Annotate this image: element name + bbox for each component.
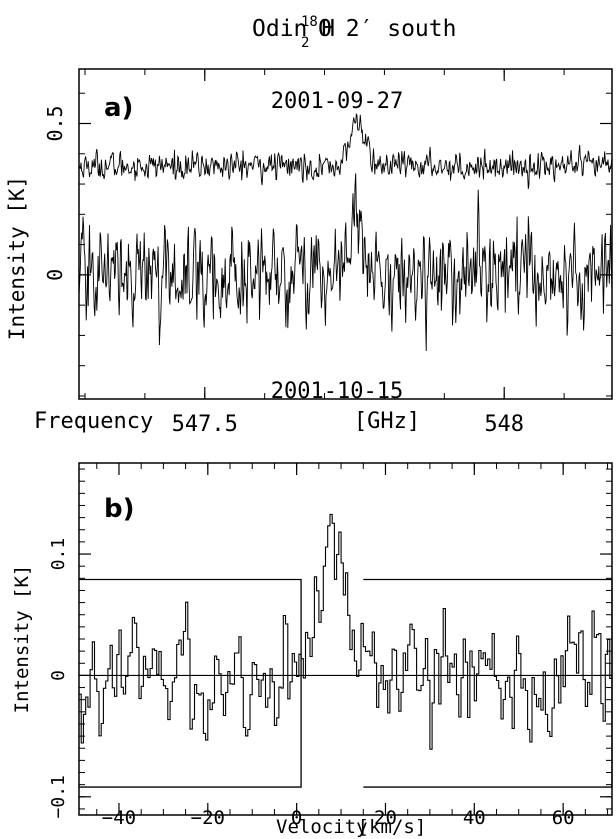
panel-b-ylabel: Intensity [K] xyxy=(11,565,33,714)
panel-b-xtick-label: −40 xyxy=(102,807,136,829)
panel-b-tick-labels: 0.1 0 −0.1 −40 −20 0 20 40 60 xyxy=(48,538,575,829)
panel-b-baseline-windows xyxy=(79,578,613,788)
title-main: Odin H xyxy=(252,16,335,42)
panel-b-label: b) xyxy=(104,494,135,524)
panel-b-xunit: [km/s] xyxy=(358,816,427,838)
legend-2001-09-27: 2001-09-27 xyxy=(271,89,403,114)
series-2001-10-15 xyxy=(78,173,613,352)
panel-a-ytick-label: 0 xyxy=(43,269,67,281)
panel-b-ytick-label: 0.1 xyxy=(48,538,69,571)
panel-b-ytick-label: 0 xyxy=(48,670,69,681)
panel-b: b) Intensity [K] Velocity [km/s] 0.1 0 −0.… xyxy=(11,462,613,838)
panel-a-ylabel: Intensity [K] xyxy=(5,176,29,340)
panel-a-ticks xyxy=(79,69,612,399)
panel-b-frame xyxy=(78,462,613,816)
panel-b-xtick-label: 40 xyxy=(463,807,486,829)
baseline-window-2 xyxy=(363,578,613,788)
panel-b-xtick-label: 20 xyxy=(374,807,397,829)
series-2001-09-27 xyxy=(78,112,613,189)
panel-b-xlabel: Velocity xyxy=(276,816,368,838)
panel-a-label: a) xyxy=(104,93,133,123)
panel-a-xunit: [GHz] xyxy=(354,409,420,434)
panel-a-series xyxy=(78,112,613,352)
panel-b-xtick-label: 0 xyxy=(291,807,302,829)
figure-title: Odin H 18 2 O 2′ south xyxy=(252,14,456,51)
panel-a-xtick-label: 548 xyxy=(484,412,524,437)
series-spectrum xyxy=(79,513,612,750)
title-rest: O 2′ south xyxy=(318,16,456,42)
panel-b-ticks xyxy=(79,463,612,815)
panel-a-tick-labels: 0.5 0 547.5 548 xyxy=(43,105,524,437)
panel-a-ytick-label: 0.5 xyxy=(43,105,67,141)
title-subscript: 2 xyxy=(301,35,309,51)
panel-b-series xyxy=(79,513,612,750)
panel-b-xtick-label: −20 xyxy=(191,807,225,829)
legend-2001-10-15: 2001-10-15 xyxy=(271,379,403,404)
baseline-window-1 xyxy=(79,578,302,788)
panel-b-ytick-label: −0.1 xyxy=(48,775,69,818)
title-superscript: 18 xyxy=(301,14,318,30)
panel-a-frame xyxy=(78,68,613,400)
panel-a: a) 2001-09-27 2001-10-15 Intensity [K] F… xyxy=(5,68,613,437)
panel-b-xtick-label: 60 xyxy=(552,807,575,829)
panel-a-xtick-label: 547.5 xyxy=(172,412,238,437)
panel-a-xlabel: Frequency xyxy=(34,409,153,434)
